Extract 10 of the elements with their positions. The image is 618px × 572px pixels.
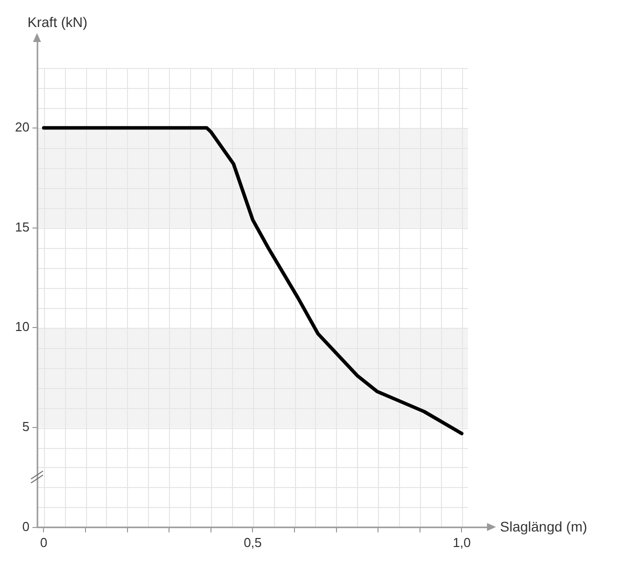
x-tick-label: 1,0 xyxy=(452,534,471,550)
y-axis-title: Kraft (kN) xyxy=(28,14,88,30)
y-tick-label: 5 xyxy=(22,419,30,434)
x-tick-label: 0 xyxy=(40,534,48,550)
y-tick-label: 15 xyxy=(14,219,30,234)
x-tick-label: 0,5 xyxy=(244,534,262,550)
x-axis-title: Slaglängd (m) xyxy=(500,518,588,534)
y-tick-label: 10 xyxy=(14,319,30,334)
y-tick-label: 0 xyxy=(22,518,30,534)
y-tick-label: 20 xyxy=(14,120,30,134)
